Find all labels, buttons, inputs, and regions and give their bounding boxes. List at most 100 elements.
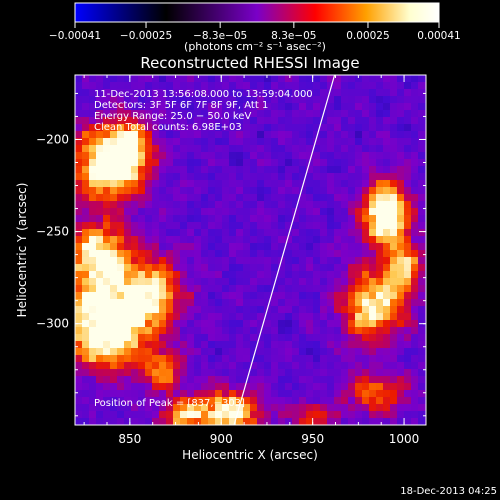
heatmap-cell bbox=[369, 348, 377, 356]
heatmap-cell bbox=[264, 145, 272, 153]
heatmap-cell bbox=[152, 250, 160, 258]
heatmap-cell bbox=[236, 159, 244, 167]
heatmap-cell bbox=[383, 89, 391, 97]
heatmap-cell bbox=[327, 131, 335, 139]
heatmap-cell bbox=[313, 131, 321, 139]
heatmap-cell bbox=[75, 152, 83, 160]
heatmap-cell bbox=[411, 180, 419, 188]
heatmap-cell bbox=[110, 306, 118, 314]
heatmap-cell bbox=[383, 299, 391, 307]
heatmap-cell bbox=[313, 215, 321, 223]
heatmap-cell bbox=[159, 376, 167, 384]
heatmap-cell bbox=[320, 138, 328, 146]
heatmap-cell bbox=[180, 96, 188, 104]
heatmap-cell bbox=[285, 75, 293, 83]
heatmap-cell bbox=[362, 103, 370, 111]
heatmap-cell bbox=[124, 320, 132, 328]
heatmap-cell bbox=[397, 264, 405, 272]
heatmap-cell bbox=[243, 103, 251, 111]
heatmap-cell bbox=[152, 243, 160, 251]
heatmap-cell bbox=[180, 166, 188, 174]
heatmap-cell bbox=[418, 299, 426, 307]
heatmap-cell bbox=[201, 278, 209, 286]
heatmap-cell bbox=[96, 96, 104, 104]
heatmap-cell bbox=[334, 173, 342, 181]
heatmap-cell bbox=[348, 362, 356, 370]
heatmap-cell bbox=[320, 348, 328, 356]
heatmap-cell bbox=[96, 341, 104, 349]
heatmap-cell bbox=[418, 166, 426, 174]
heatmap-cell bbox=[404, 124, 412, 132]
heatmap-cell bbox=[152, 124, 160, 132]
heatmap-cell bbox=[166, 103, 174, 111]
heatmap-cell bbox=[306, 369, 314, 377]
heatmap-cell bbox=[110, 376, 118, 384]
heatmap-cell bbox=[299, 348, 307, 356]
heatmap-cell bbox=[159, 285, 167, 293]
heatmap-cell bbox=[250, 334, 258, 342]
heatmap-cell bbox=[285, 264, 293, 272]
heatmap-cell bbox=[292, 75, 300, 83]
heatmap-cell bbox=[159, 362, 167, 370]
heatmap-cell bbox=[131, 187, 139, 195]
heatmap-cell bbox=[89, 292, 97, 300]
heatmap-cell bbox=[285, 250, 293, 258]
heatmap-cell bbox=[236, 138, 244, 146]
heatmap-cell bbox=[334, 229, 342, 237]
heatmap-cell bbox=[131, 138, 139, 146]
heatmap-cell bbox=[285, 334, 293, 342]
heatmap-cell bbox=[215, 89, 223, 97]
heatmap-cell bbox=[82, 110, 90, 118]
heatmap-cell bbox=[159, 292, 167, 300]
heatmap-cell bbox=[124, 145, 132, 153]
heatmap-cell bbox=[138, 96, 146, 104]
heatmap-cell bbox=[124, 327, 132, 335]
heatmap-cell bbox=[222, 369, 230, 377]
heatmap-cell bbox=[341, 327, 349, 335]
heatmap-cell bbox=[75, 257, 83, 265]
heatmap-cell bbox=[187, 306, 195, 314]
heatmap-cell bbox=[348, 103, 356, 111]
heatmap-cell bbox=[236, 383, 244, 391]
heatmap-cell bbox=[96, 397, 104, 405]
heatmap-cell bbox=[348, 236, 356, 244]
heatmap-cell bbox=[299, 110, 307, 118]
heatmap-cell bbox=[271, 383, 279, 391]
heatmap-cell bbox=[397, 299, 405, 307]
heatmap-cell bbox=[341, 236, 349, 244]
heatmap-cell bbox=[299, 404, 307, 412]
heatmap-cell bbox=[89, 103, 97, 111]
heatmap-cell bbox=[320, 313, 328, 321]
heatmap-cell bbox=[194, 124, 202, 132]
heatmap-cell bbox=[257, 110, 265, 118]
heatmap-cell bbox=[131, 173, 139, 181]
heatmap-cell bbox=[313, 278, 321, 286]
heatmap-cell bbox=[313, 397, 321, 405]
heatmap-cell bbox=[299, 278, 307, 286]
heatmap-cell bbox=[138, 306, 146, 314]
heatmap-cell bbox=[327, 236, 335, 244]
heatmap-cell bbox=[411, 278, 419, 286]
heatmap-cell bbox=[376, 397, 384, 405]
heatmap-cell bbox=[320, 285, 328, 293]
heatmap-cell bbox=[166, 348, 174, 356]
heatmap-cell bbox=[250, 194, 258, 202]
heatmap-cell bbox=[131, 215, 139, 223]
heatmap-cell bbox=[411, 355, 419, 363]
colorbar-tick-label: 8.3e−05 bbox=[271, 30, 316, 42]
heatmap-cell bbox=[397, 243, 405, 251]
heatmap-cell bbox=[124, 404, 132, 412]
heatmap-cell bbox=[243, 229, 251, 237]
heatmap-cell bbox=[299, 250, 307, 258]
heatmap-cell bbox=[278, 236, 286, 244]
heatmap-cell bbox=[236, 292, 244, 300]
heatmap-cell bbox=[208, 348, 216, 356]
heatmap-cell bbox=[110, 383, 118, 391]
heatmap-cell bbox=[341, 110, 349, 118]
heatmap-cell bbox=[152, 229, 160, 237]
heatmap-cell bbox=[264, 383, 272, 391]
heatmap-cell bbox=[383, 173, 391, 181]
heatmap-cell bbox=[215, 250, 223, 258]
heatmap-cell bbox=[334, 201, 342, 209]
y-tick-label: −200 bbox=[36, 132, 69, 146]
